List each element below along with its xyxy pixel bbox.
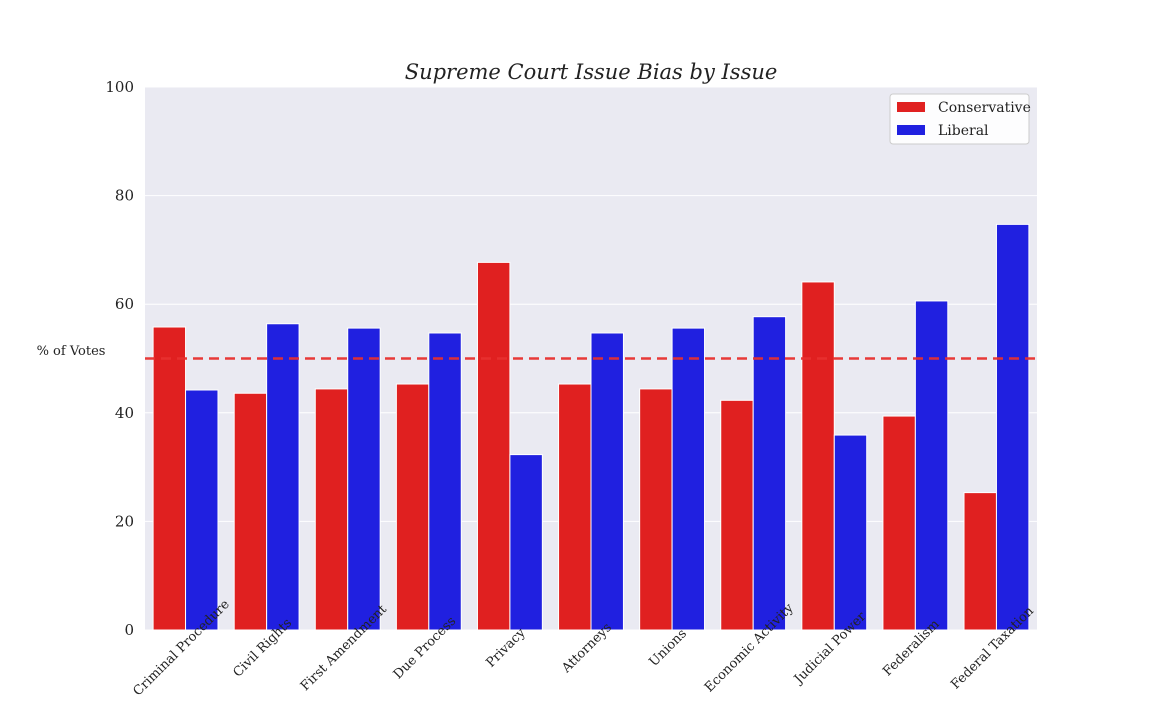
bar-liberal bbox=[752, 316, 787, 631]
y-tick-label: 40 bbox=[115, 404, 134, 422]
bar-conservative bbox=[233, 392, 268, 631]
chart-title: Supreme Court Issue Bias by Issue bbox=[405, 60, 778, 84]
y-axis-ticks: 0 20 40 60 80 100 bbox=[105, 78, 134, 639]
bar-liberal bbox=[914, 300, 949, 631]
bar-liberal bbox=[185, 389, 219, 631]
x-tick-label: Unions bbox=[647, 626, 690, 669]
bar-liberal bbox=[347, 327, 381, 631]
legend-swatch-conservative bbox=[897, 102, 925, 112]
bar-conservative bbox=[720, 399, 754, 631]
x-tick-label: Privacy bbox=[483, 625, 529, 671]
bar-liberal bbox=[509, 454, 543, 631]
bar-liberal bbox=[590, 332, 624, 631]
bar-liberal bbox=[428, 332, 462, 631]
y-tick-label: 60 bbox=[115, 295, 134, 313]
bars bbox=[152, 223, 1030, 631]
bar-liberal bbox=[995, 223, 1030, 631]
bar-liberal bbox=[833, 434, 868, 631]
y-tick-label: 0 bbox=[124, 621, 134, 639]
legend-label-conservative: Conservative bbox=[938, 100, 1031, 116]
bar-conservative bbox=[558, 383, 592, 631]
bar-conservative bbox=[395, 383, 430, 631]
bar-liberal bbox=[671, 327, 706, 631]
bar-conservative bbox=[963, 492, 997, 631]
bar-liberal bbox=[266, 323, 300, 631]
bar-conservative bbox=[882, 415, 916, 631]
y-tick-label: 100 bbox=[105, 78, 134, 96]
bar-conservative bbox=[152, 326, 187, 631]
y-axis-label: % of Votes bbox=[37, 344, 106, 359]
legend: Conservative Liberal bbox=[889, 93, 1031, 145]
bar-conservative bbox=[476, 261, 511, 631]
legend-label-liberal: Liberal bbox=[938, 123, 989, 139]
legend-swatch-liberal bbox=[897, 125, 925, 135]
y-tick-label: 80 bbox=[115, 187, 134, 205]
bar-conservative bbox=[801, 281, 835, 631]
y-tick-label: 20 bbox=[115, 512, 134, 530]
bar-conservative bbox=[314, 388, 349, 631]
bar-conservative bbox=[639, 388, 673, 631]
